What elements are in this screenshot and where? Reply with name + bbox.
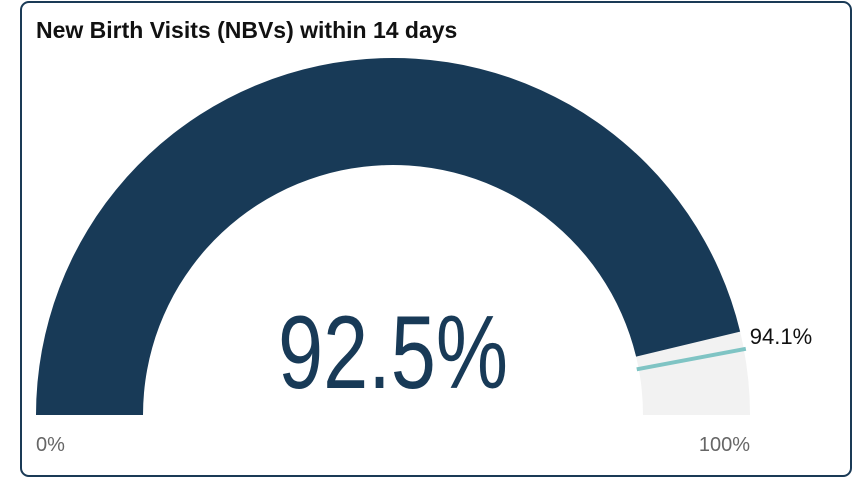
target-line <box>636 346 747 372</box>
chart-title: New Birth Visits (NBVs) within 14 days <box>36 17 457 43</box>
gauge-value-label: 92.5% <box>278 294 508 410</box>
tick-label: 100% <box>699 434 750 456</box>
gauge-value <box>36 57 741 415</box>
target-label: 94.1% <box>750 324 812 349</box>
tick-label: 0% <box>36 434 65 456</box>
